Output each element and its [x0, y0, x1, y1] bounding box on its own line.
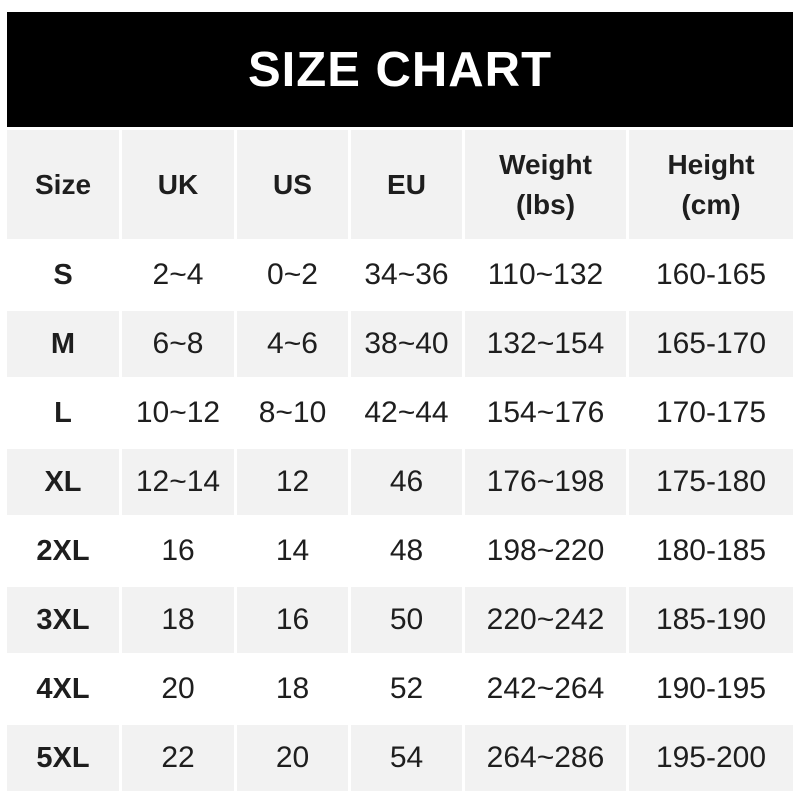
eu-cell: 34~36: [351, 242, 462, 308]
us-cell: 12: [237, 449, 348, 515]
us-cell: 8~10: [237, 380, 348, 446]
size-cell: 5XL: [7, 725, 119, 791]
height-cell: 185-190: [629, 587, 793, 653]
size-cell: 4XL: [7, 656, 119, 722]
eu-cell: 50: [351, 587, 462, 653]
table-row: XL 12~14 12 46 176~198 175-180: [7, 449, 793, 515]
us-cell: 16: [237, 587, 348, 653]
uk-cell: 10~12: [122, 380, 234, 446]
table-row: 3XL 18 16 50 220~242 185-190: [7, 587, 793, 653]
uk-cell: 22: [122, 725, 234, 791]
weight-cell: 242~264: [465, 656, 626, 722]
uk-cell: 20: [122, 656, 234, 722]
weight-cell: 110~132: [465, 242, 626, 308]
table-row: 4XL 20 18 52 242~264 190-195: [7, 656, 793, 722]
table-row: M 6~8 4~6 38~40 132~154 165-170: [7, 311, 793, 377]
table-row: 2XL 16 14 48 198~220 180-185: [7, 518, 793, 584]
size-cell: XL: [7, 449, 119, 515]
header-cell-height: Height (cm): [629, 130, 793, 239]
size-cell: 2XL: [7, 518, 119, 584]
size-cell: L: [7, 380, 119, 446]
table-row: 5XL 22 20 54 264~286 195-200: [7, 725, 793, 791]
header-cell-uk: UK: [122, 130, 234, 239]
us-cell: 20: [237, 725, 348, 791]
uk-cell: 12~14: [122, 449, 234, 515]
table-header-row: Size UK US EU Weight (lbs) Height (cm): [7, 130, 793, 239]
header-cell-eu: EU: [351, 130, 462, 239]
eu-cell: 54: [351, 725, 462, 791]
eu-cell: 38~40: [351, 311, 462, 377]
eu-cell: 46: [351, 449, 462, 515]
header-cell-us: US: [237, 130, 348, 239]
size-chart-table: Size UK US EU Weight (lbs) Height (cm) S…: [7, 130, 793, 791]
us-cell: 0~2: [237, 242, 348, 308]
weight-cell: 198~220: [465, 518, 626, 584]
height-cell: 175-180: [629, 449, 793, 515]
height-cell: 165-170: [629, 311, 793, 377]
uk-cell: 16: [122, 518, 234, 584]
height-cell: 170-175: [629, 380, 793, 446]
weight-cell: 132~154: [465, 311, 626, 377]
weight-cell: 264~286: [465, 725, 626, 791]
us-cell: 4~6: [237, 311, 348, 377]
height-cell: 160-165: [629, 242, 793, 308]
uk-cell: 2~4: [122, 242, 234, 308]
uk-cell: 6~8: [122, 311, 234, 377]
table-row: L 10~12 8~10 42~44 154~176 170-175: [7, 380, 793, 446]
height-cell: 190-195: [629, 656, 793, 722]
page-title: SIZE CHART: [248, 42, 552, 97]
us-cell: 14: [237, 518, 348, 584]
eu-cell: 52: [351, 656, 462, 722]
size-cell: M: [7, 311, 119, 377]
table-row: S 2~4 0~2 34~36 110~132 160-165: [7, 242, 793, 308]
size-cell: 3XL: [7, 587, 119, 653]
size-cell: S: [7, 242, 119, 308]
header-cell-size: Size: [7, 130, 119, 239]
size-chart-page: SIZE CHART Size UK US EU Weight (lbs) He…: [7, 0, 793, 791]
header-cell-weight: Weight (lbs): [465, 130, 626, 239]
eu-cell: 48: [351, 518, 462, 584]
weight-cell: 176~198: [465, 449, 626, 515]
size-chart-banner: SIZE CHART: [7, 12, 793, 127]
uk-cell: 18: [122, 587, 234, 653]
height-cell: 180-185: [629, 518, 793, 584]
us-cell: 18: [237, 656, 348, 722]
weight-cell: 154~176: [465, 380, 626, 446]
eu-cell: 42~44: [351, 380, 462, 446]
weight-cell: 220~242: [465, 587, 626, 653]
height-cell: 195-200: [629, 725, 793, 791]
